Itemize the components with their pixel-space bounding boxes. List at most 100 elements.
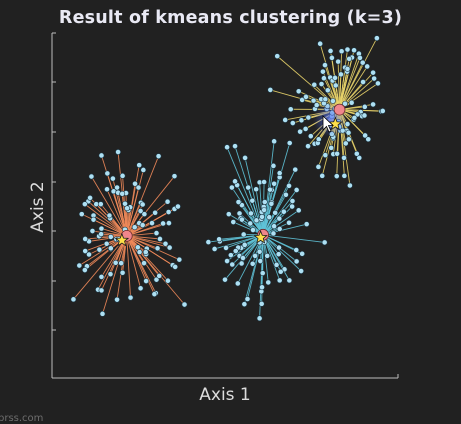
data-point	[344, 65, 351, 72]
data-point	[295, 88, 302, 95]
data-point	[286, 219, 292, 226]
data-point	[362, 132, 369, 139]
data-point	[136, 162, 143, 169]
assignment-line	[126, 235, 131, 298]
data-point	[297, 128, 303, 135]
data-point	[303, 93, 309, 100]
chart-title: Result of kmeans clustering (k=3)	[58, 8, 403, 28]
data-point	[89, 228, 96, 234]
assignment-line	[262, 234, 302, 272]
data-point	[335, 58, 342, 65]
data-point	[86, 251, 92, 258]
data-point	[98, 152, 105, 159]
data-point	[317, 40, 324, 47]
data-point	[261, 207, 267, 213]
data-point	[315, 163, 322, 170]
data-point	[155, 153, 162, 160]
data-point	[320, 68, 326, 75]
data-point	[330, 98, 336, 104]
data-point	[234, 280, 241, 287]
data-point	[365, 136, 372, 143]
data-point	[245, 184, 252, 191]
data-point	[127, 294, 134, 301]
data-point	[344, 46, 351, 53]
data-point	[118, 260, 125, 267]
data-point	[232, 178, 238, 185]
initial-centroid-star	[328, 116, 343, 131]
data-point	[114, 296, 120, 303]
data-point	[235, 199, 242, 205]
data-point	[157, 236, 163, 242]
data-point	[107, 271, 114, 278]
data-point	[271, 223, 278, 230]
data-point	[275, 251, 282, 258]
assignment-line	[262, 165, 274, 235]
data-point	[132, 180, 138, 187]
assignment-line	[126, 187, 139, 236]
data-point	[289, 198, 296, 204]
data-point	[82, 248, 89, 254]
data-point	[153, 230, 160, 236]
data-point	[222, 276, 228, 283]
data-point	[149, 220, 155, 226]
data-point	[78, 211, 85, 218]
data-point	[319, 172, 326, 179]
data-point	[282, 191, 289, 198]
data-point	[135, 184, 142, 191]
data-point	[345, 136, 352, 143]
data-point	[238, 260, 245, 267]
data-point	[109, 175, 116, 182]
data-point	[119, 172, 126, 179]
data-point	[98, 287, 105, 294]
data-point	[289, 203, 296, 210]
data-point	[103, 240, 110, 247]
assignment-line	[126, 235, 142, 289]
data-point	[99, 310, 106, 317]
data-point	[327, 48, 334, 54]
assignment-line	[116, 235, 128, 300]
mouse-cursor-icon	[322, 115, 335, 133]
data-point	[139, 201, 146, 208]
data-point	[293, 187, 300, 193]
data-point	[249, 197, 256, 204]
data-point	[334, 150, 341, 157]
data-point	[310, 97, 317, 104]
data-point	[286, 182, 292, 189]
data-point	[311, 81, 318, 88]
data-point	[351, 114, 358, 121]
data-point	[370, 101, 376, 108]
centroid-marker	[333, 103, 346, 116]
data-point	[276, 215, 283, 222]
assignment-line	[262, 234, 297, 251]
data-point	[329, 54, 335, 61]
data-point	[232, 143, 238, 150]
data-point	[252, 252, 259, 259]
data-point	[112, 259, 119, 266]
x-axis-label: Axis 1	[199, 385, 251, 405]
assignment-line	[234, 181, 264, 236]
data-point	[96, 246, 103, 253]
data-point	[351, 47, 357, 54]
assignment-line	[93, 215, 127, 237]
assignment-line	[84, 203, 128, 237]
assignment-line	[231, 187, 264, 236]
assignment-line	[243, 234, 264, 305]
data-point	[276, 226, 283, 232]
data-point	[305, 143, 311, 150]
data-point	[267, 186, 273, 193]
data-point	[256, 248, 263, 255]
data-point	[166, 244, 173, 251]
data-point	[268, 200, 275, 207]
assignment-line	[93, 219, 127, 237]
data-point	[225, 211, 232, 218]
data-point	[261, 199, 268, 205]
data-point	[156, 272, 163, 279]
data-point	[253, 217, 260, 224]
data-point	[286, 277, 293, 284]
data-point	[287, 106, 294, 113]
data-point	[332, 74, 338, 81]
data-point	[280, 208, 287, 215]
data-point	[357, 54, 363, 61]
data-point	[82, 236, 89, 242]
